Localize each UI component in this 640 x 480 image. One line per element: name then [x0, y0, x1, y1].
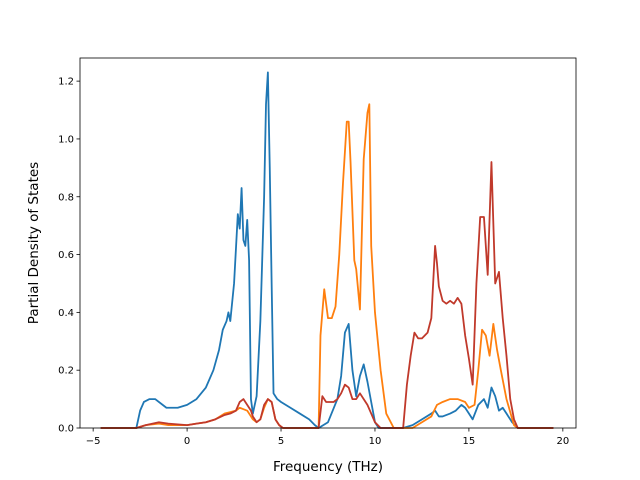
- series-layer: [100, 71, 554, 429]
- ticks-layer: −5 0 5 10 15 20 0.0 0.2 0.4 0.6 0.8 1.0 1.2: [58, 77, 569, 447]
- series-line-orange: [100, 103, 554, 429]
- y-tick-label: 0.4: [58, 308, 74, 319]
- y-tick-label: 0.6: [58, 250, 74, 261]
- plot-frame: [79, 57, 577, 429]
- x-tick-label: 0: [184, 436, 190, 447]
- y-tick-label: 0.0: [58, 424, 74, 435]
- x-tick-label: 10: [369, 436, 382, 447]
- series-line-red: [100, 161, 554, 429]
- x-tick-label: 5: [278, 436, 284, 447]
- y-tick-label: 1.2: [58, 77, 74, 88]
- series-line-blue: [100, 71, 554, 429]
- x-tick-label: −5: [86, 436, 101, 447]
- x-tick-label: 15: [463, 436, 476, 447]
- x-axis-title: Frequency (THz): [273, 459, 383, 475]
- x-tick-label: 20: [556, 436, 569, 447]
- y-tick-label: 0.2: [58, 366, 74, 377]
- y-axis-title: Partial Density of States: [26, 162, 42, 324]
- y-tick-label: 1.0: [58, 134, 74, 145]
- y-tick-label: 0.8: [58, 192, 74, 203]
